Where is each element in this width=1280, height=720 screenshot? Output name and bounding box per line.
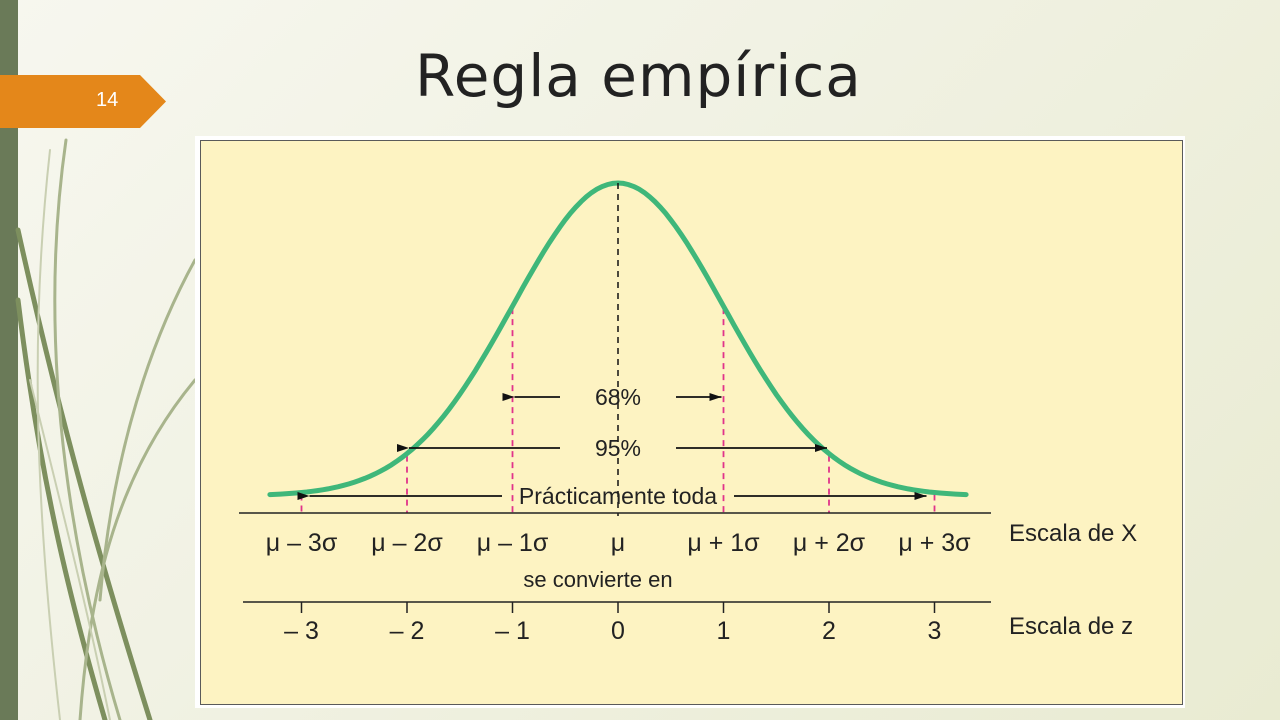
- x-tick-label: μ – 2σ: [371, 529, 443, 557]
- z-tick-label: – 3: [284, 617, 319, 645]
- band-label: Prácticamente toda: [519, 483, 717, 509]
- left-accent-bar: [0, 0, 18, 720]
- z-tick-label: 2: [822, 617, 836, 645]
- x-tick-label: μ: [611, 529, 625, 557]
- empirical-rule-figure: 68% 95% Prácticamente toda μ – 3σ μ – 2σ μ –…: [200, 140, 1183, 705]
- x-tick-label: μ + 1σ: [687, 529, 760, 557]
- converts-label: se convierte en: [523, 567, 672, 592]
- x-tick-label: μ – 1σ: [477, 529, 549, 557]
- band-label: 95%: [595, 435, 641, 461]
- z-tick-label: – 2: [390, 617, 425, 645]
- z-scale-label: Escala de z: [1009, 613, 1133, 640]
- z-tick-label: – 1: [495, 617, 530, 645]
- z-tick-label: 1: [717, 617, 731, 645]
- x-scale-label: Escala de X: [1009, 520, 1137, 547]
- grass-decoration-icon: [15, 138, 197, 720]
- band-label: 68%: [595, 384, 641, 410]
- x-tick-label: μ – 3σ: [266, 529, 338, 557]
- z-tick-label: 0: [611, 617, 625, 645]
- slide-number-badge: [0, 75, 166, 128]
- slide-title: Regla empírica: [415, 42, 862, 110]
- normal-curve-diagram: 68% 95% Prácticamente toda μ – 3σ μ – 2σ μ –…: [239, 180, 1137, 645]
- slide-number: 14: [96, 89, 119, 111]
- x-tick-label: μ + 3σ: [898, 529, 971, 557]
- x-tick-label: μ + 2σ: [793, 529, 866, 557]
- z-tick-label: 3: [928, 617, 942, 645]
